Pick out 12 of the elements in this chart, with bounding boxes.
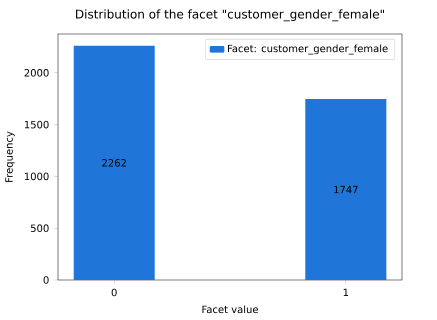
x-tick-label: 1 — [344, 288, 348, 296]
data-label: 2262 — [102, 159, 126, 167]
y-tick-label: 500 — [30, 224, 49, 232]
x-axis-title: Facet value — [202, 305, 258, 314]
y-tick-label: 0 — [44, 276, 49, 284]
y-tick-label: 1500 — [24, 120, 49, 128]
legend-label: Facet: customer_gender_female — [228, 44, 388, 54]
data-label: 1747 — [334, 186, 358, 194]
y-axis-title: Frequency — [5, 131, 15, 182]
y-tick-label: 2000 — [24, 69, 49, 77]
chart-title: Distribution of the facet "customer_gender_female" — [76, 9, 384, 22]
y-tick-label: 1000 — [24, 172, 49, 180]
